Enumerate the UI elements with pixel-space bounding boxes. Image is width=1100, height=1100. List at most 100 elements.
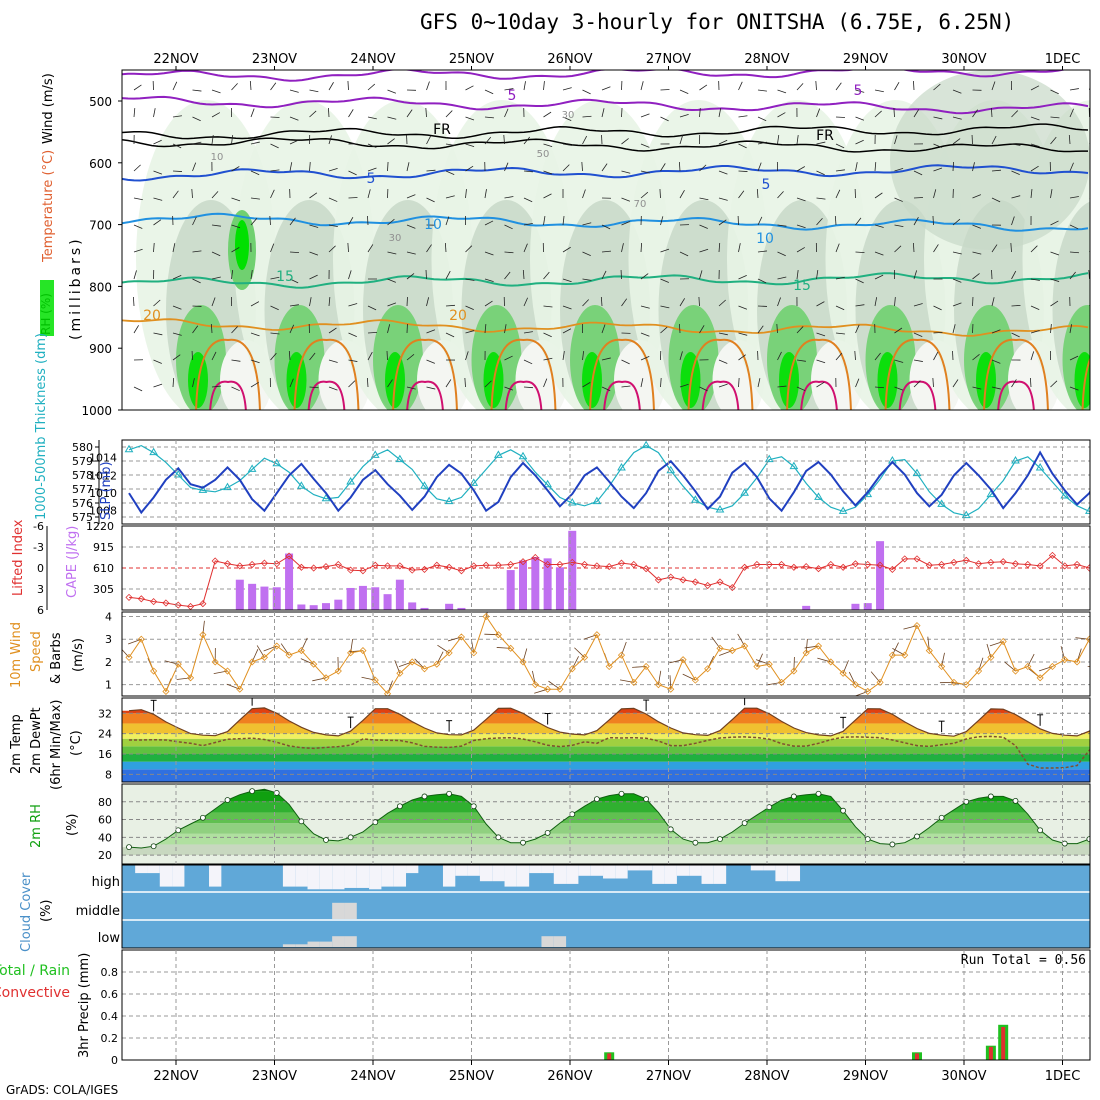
wind-barb xyxy=(601,224,611,230)
wind-barb xyxy=(582,135,588,145)
wind-barb xyxy=(699,224,708,229)
wind-barb xyxy=(444,242,447,253)
wind-barb xyxy=(698,296,700,307)
wind-barb xyxy=(425,107,427,118)
lifted-index-marker xyxy=(777,560,786,569)
wind-barb xyxy=(972,224,982,229)
cloud-gap xyxy=(307,865,320,890)
wind-barb xyxy=(933,189,937,199)
wind-barb xyxy=(1069,271,1076,280)
cloud-gap xyxy=(590,865,604,876)
wind-barb xyxy=(874,386,885,389)
wind-barb xyxy=(133,386,143,392)
wind-speed-marker xyxy=(137,635,145,643)
wind-barb xyxy=(231,197,241,202)
page-title: GFS 0~10day 3-hourly for ONITSHA (6.75E,… xyxy=(420,10,1015,34)
wind-barb xyxy=(640,273,649,280)
wind-barb xyxy=(757,141,767,145)
wind-barb xyxy=(913,332,923,337)
lifted-index-marker xyxy=(396,562,404,570)
wind-barb xyxy=(211,351,217,361)
wind-barb xyxy=(678,161,681,172)
wind-barb xyxy=(738,143,747,149)
wind-barb xyxy=(621,138,629,145)
wind-barb xyxy=(445,379,452,388)
panel-frame xyxy=(121,864,1091,949)
cape-bar xyxy=(408,602,417,610)
wind-barb xyxy=(153,197,163,201)
thickness-marker xyxy=(420,481,429,489)
cloud-gap xyxy=(787,865,801,882)
wind-barb xyxy=(523,223,533,226)
wind-barb xyxy=(816,359,826,364)
cloud-level-label: high xyxy=(92,875,120,890)
wind-barb xyxy=(250,359,260,364)
wind-barb xyxy=(932,377,934,388)
cloud-gap xyxy=(307,941,320,947)
rh-tick-label: 20 xyxy=(98,849,112,862)
wind-barb xyxy=(660,377,662,388)
slp-tick-label: 1014 xyxy=(89,452,117,465)
wind-barb xyxy=(913,303,923,307)
wind-speed-marker xyxy=(987,653,995,661)
wind-barb xyxy=(1011,143,1021,146)
wind-barb xyxy=(367,116,377,120)
wind-barb xyxy=(796,83,804,91)
lifted-index-axis-label: Lifted Index xyxy=(11,519,26,596)
wind-barb xyxy=(367,215,369,226)
cape-bar xyxy=(235,579,244,610)
wind-barb xyxy=(328,297,331,307)
wind-barb xyxy=(835,305,845,311)
wind-barb xyxy=(192,89,202,92)
rh-marker xyxy=(126,844,132,851)
date-label-bottom: 28NOV xyxy=(744,1069,789,1084)
wind-barb xyxy=(406,109,413,118)
wind-barb xyxy=(855,89,865,93)
precip-convective-bar xyxy=(1001,1027,1006,1060)
wind-barb xyxy=(933,305,942,311)
rh-marker xyxy=(199,814,206,821)
wind-barb xyxy=(445,304,456,307)
slp-line xyxy=(128,450,1090,515)
lifted-index-marker xyxy=(347,566,355,574)
lifted-index-marker xyxy=(125,593,133,601)
wind-barb xyxy=(912,242,915,253)
wind-barb xyxy=(699,108,701,118)
thickness-marker xyxy=(1011,456,1020,464)
wind-barb xyxy=(347,242,349,253)
lifted-index-marker xyxy=(137,595,145,603)
rh-shade xyxy=(890,70,1090,250)
wind-barb xyxy=(874,297,878,307)
wind-barb xyxy=(1089,224,1090,226)
wind-barb xyxy=(777,191,784,199)
wind-barb xyxy=(1068,134,1071,145)
lifted-index-marker xyxy=(223,560,232,568)
wind-barb xyxy=(328,197,338,202)
wind-barb xyxy=(855,304,865,307)
wind-barb xyxy=(484,300,493,307)
precip-tick-label: 0.4 xyxy=(101,1010,119,1023)
wind-barb xyxy=(153,108,156,118)
thickness-marker xyxy=(223,482,232,491)
cape-bar xyxy=(358,585,367,610)
wind-barb xyxy=(952,116,962,120)
cloud-gap xyxy=(295,944,308,947)
wind-barb xyxy=(231,247,240,253)
wind-barb xyxy=(816,218,823,226)
wind-barb xyxy=(562,278,572,283)
thickness-marker xyxy=(715,505,725,513)
rh-marker xyxy=(396,803,403,810)
wind-barb xyxy=(894,327,903,334)
cloud-level-label: middle xyxy=(76,904,120,919)
pressure-tick-label: 800 xyxy=(89,280,112,294)
cloud-gap xyxy=(701,865,714,884)
wind-barb xyxy=(972,109,978,118)
wind-barb xyxy=(562,328,572,334)
cape-bar xyxy=(383,594,392,610)
wind-barb xyxy=(523,359,533,365)
lifted-index-marker xyxy=(1048,551,1057,559)
wind-barb xyxy=(718,108,722,118)
rh-marker xyxy=(347,834,354,841)
wind-barb xyxy=(309,251,319,256)
contour-label: FR xyxy=(816,128,834,144)
